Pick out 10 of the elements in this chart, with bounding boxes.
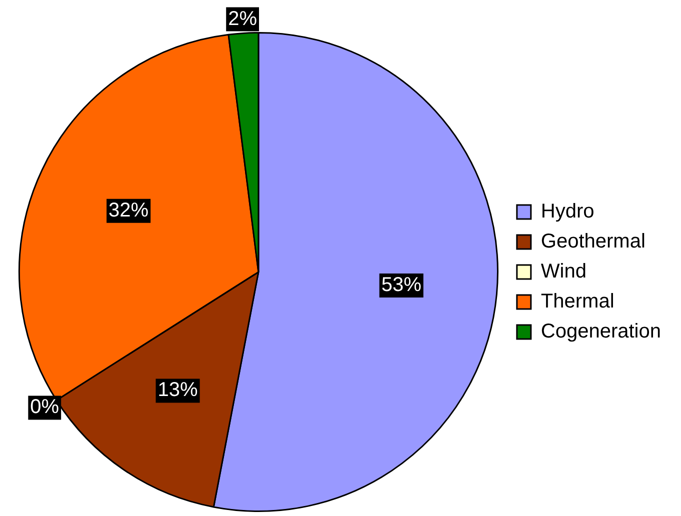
data-label: 13%	[158, 379, 198, 402]
data-label: 53%	[381, 274, 422, 296]
data-label: 32%	[108, 199, 149, 222]
legend-label: Geothermal	[540, 230, 646, 253]
legend-label: Wind	[540, 260, 586, 283]
legend-label: Cogeneration	[540, 320, 662, 343]
data-label: 2%	[228, 8, 258, 30]
text: 0%	[30, 396, 60, 418]
legend-label: Thermal	[540, 290, 614, 313]
legend-label: Hydro	[540, 200, 594, 223]
